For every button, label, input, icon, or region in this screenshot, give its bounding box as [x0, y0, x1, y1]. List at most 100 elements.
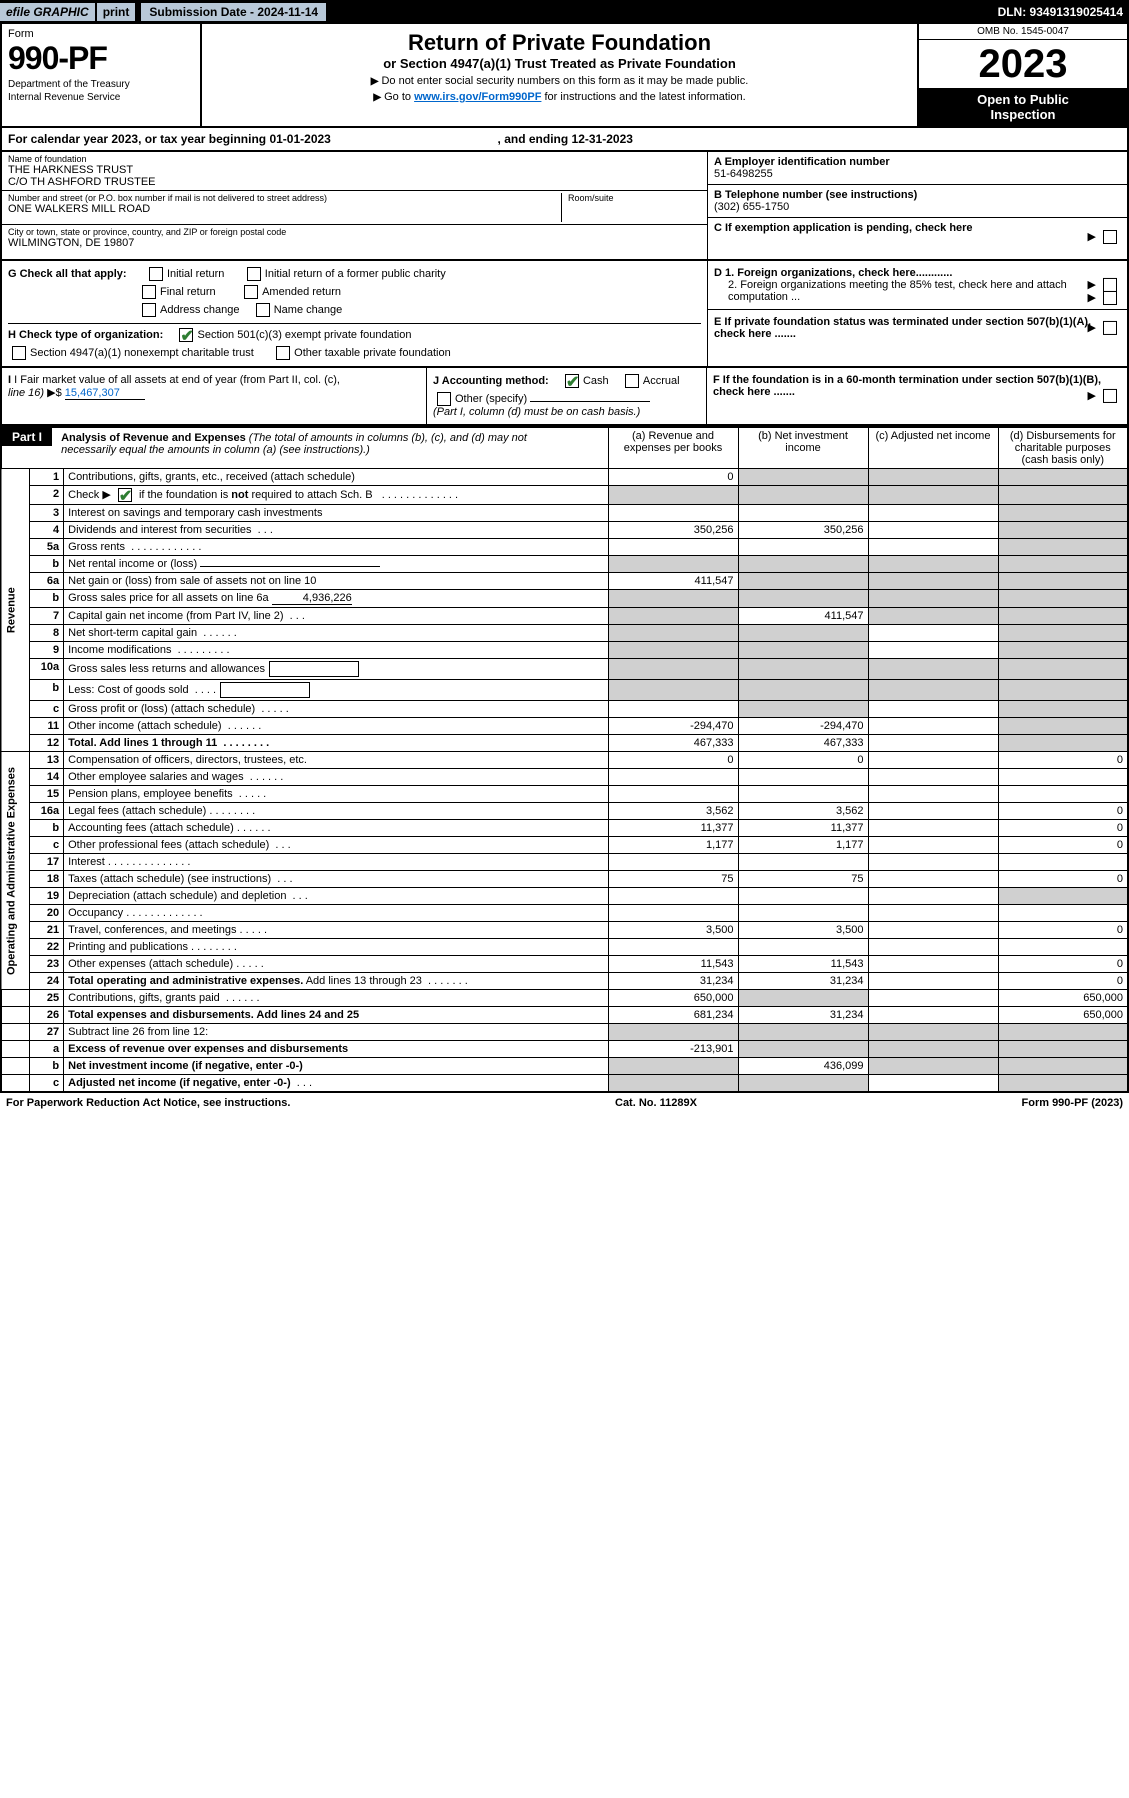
- arrow-icon: ▶: [373, 92, 381, 103]
- street-address: ONE WALKERS MILL ROAD: [8, 203, 561, 215]
- efile-label: efile GRAPHIC: [0, 3, 95, 21]
- tax-year: 2023: [919, 40, 1127, 88]
- row-4-desc: Dividends and interest from securities .…: [64, 522, 608, 539]
- arrow-icon: ▶: [371, 76, 379, 87]
- fmv-label: I Fair market value of all assets at end…: [14, 374, 340, 386]
- row-1-desc: Contributions, gifts, grants, etc., rece…: [64, 469, 608, 486]
- name-label: Name of foundation: [8, 154, 701, 164]
- row-24-desc: Total operating and administrative expen…: [64, 973, 608, 990]
- row-16b-desc: Accounting fees (attach schedule) . . . …: [64, 820, 608, 837]
- d2-checkbox[interactable]: [1103, 291, 1117, 305]
- cash-checkbox[interactable]: [565, 374, 579, 388]
- row-27a-desc: Excess of revenue over expenses and disb…: [64, 1041, 608, 1058]
- row-26-b: 31,234: [738, 1007, 868, 1024]
- row-16b-d: 0: [998, 820, 1128, 837]
- submission-date: Submission Date - 2024-11-14: [141, 3, 326, 21]
- top-bar: efile GRAPHIC print Submission Date - 20…: [0, 0, 1129, 24]
- final-return-checkbox[interactable]: [142, 285, 156, 299]
- name-change-checkbox[interactable]: [256, 303, 270, 317]
- city-label: City or town, state or province, country…: [8, 227, 701, 237]
- 501c3-checkbox[interactable]: [179, 328, 193, 342]
- row-27b-b: 436,099: [738, 1058, 868, 1075]
- catalog-number: Cat. No. 11289X: [615, 1097, 697, 1109]
- form-word: Form: [8, 28, 194, 40]
- row-3-desc: Interest on savings and temporary cash i…: [64, 505, 608, 522]
- address-change-checkbox[interactable]: [142, 303, 156, 317]
- accrual-checkbox[interactable]: [625, 374, 639, 388]
- row-11-desc: Other income (attach schedule) . . . . .…: [64, 718, 608, 735]
- phone-label: B Telephone number (see instructions): [714, 189, 1121, 201]
- row-5b-desc: Net rental income or (loss): [64, 556, 608, 573]
- row-23-a: 11,543: [608, 956, 738, 973]
- initial-return-checkbox[interactable]: [149, 267, 163, 281]
- form-number-block: Form 990-PF Department of the Treasury I…: [2, 24, 202, 126]
- 4947-checkbox[interactable]: [12, 346, 26, 360]
- row-27a-a: -213,901: [608, 1041, 738, 1058]
- row-16a-a: 3,562: [608, 803, 738, 820]
- other-taxable-checkbox[interactable]: [276, 346, 290, 360]
- row-16a-b: 3,562: [738, 803, 868, 820]
- e-checkbox[interactable]: [1103, 321, 1117, 335]
- row-18-b: 75: [738, 871, 868, 888]
- city-state-zip: WILMINGTON, DE 19807: [8, 237, 701, 249]
- ein-label: A Employer identification number: [714, 156, 1121, 168]
- note-goto-pre: Go to: [384, 91, 414, 103]
- row-18-d: 0: [998, 871, 1128, 888]
- row-13-d: 0: [998, 752, 1128, 769]
- row-12-b: 467,333: [738, 735, 868, 752]
- row-1-a: 0: [608, 469, 738, 486]
- col-d-header: (d) Disbursements for charitable purpose…: [998, 427, 1128, 469]
- dln: DLN: 93491319025414: [998, 5, 1129, 19]
- row-26-desc: Total expenses and disbursements. Add li…: [64, 1007, 608, 1024]
- year-block: OMB No. 1545-0047 2023 Open to Public In…: [917, 24, 1127, 126]
- schB-checkbox[interactable]: [118, 488, 132, 502]
- col-c-header: (c) Adjusted net income: [868, 427, 998, 469]
- row-4-b: 350,256: [738, 522, 868, 539]
- row-18-desc: Taxes (attach schedule) (see instruction…: [64, 871, 608, 888]
- row-16c-d: 0: [998, 837, 1128, 854]
- tax-year-begin: 01-01-2023: [269, 132, 330, 146]
- irs-link[interactable]: www.irs.gov/Form990PF: [414, 91, 541, 103]
- entity-block: Name of foundation THE HARKNESS TRUST C/…: [0, 152, 1129, 261]
- row-7-b: 411,547: [738, 608, 868, 625]
- title-block: Return of Private Foundation or Section …: [202, 24, 917, 126]
- other-method-checkbox[interactable]: [437, 392, 451, 406]
- street-label: Number and street (or P.O. box number if…: [8, 193, 561, 203]
- row-21-a: 3,500: [608, 922, 738, 939]
- row-19-desc: Depreciation (attach schedule) and deple…: [64, 888, 608, 905]
- initial-former-checkbox[interactable]: [247, 267, 261, 281]
- col-b-header: (b) Net investment income: [738, 427, 868, 469]
- fmv-value[interactable]: 15,467,307: [65, 387, 145, 400]
- f-checkbox[interactable]: [1103, 389, 1117, 403]
- row-25-desc: Contributions, gifts, grants paid . . . …: [64, 990, 608, 1007]
- row-20-desc: Occupancy . . . . . . . . . . . . .: [64, 905, 608, 922]
- form-number: 990-PF: [8, 40, 194, 77]
- pra-notice: For Paperwork Reduction Act Notice, see …: [6, 1097, 290, 1109]
- dept-irs: Internal Revenue Service: [8, 92, 194, 103]
- row-24-d: 0: [998, 973, 1128, 990]
- ein-value: 51-6498255: [714, 168, 1121, 180]
- print-button[interactable]: print: [97, 3, 136, 21]
- row-6b-desc: Gross sales price for all assets on line…: [64, 590, 608, 608]
- calendar-year-row: For calendar year 2023, or tax year begi…: [0, 128, 1129, 152]
- row-8-desc: Net short-term capital gain . . . . . .: [64, 625, 608, 642]
- row-4-a: 350,256: [608, 522, 738, 539]
- part1-label: Part I: [2, 428, 52, 446]
- row-6a-a: 411,547: [608, 573, 738, 590]
- form-header: Form 990-PF Department of the Treasury I…: [0, 24, 1129, 128]
- row-12-a: 467,333: [608, 735, 738, 752]
- col-a-header: (a) Revenue and expenses per books: [608, 427, 738, 469]
- row-16a-desc: Legal fees (attach schedule) . . . . . .…: [64, 803, 608, 820]
- row-24-a: 31,234: [608, 973, 738, 990]
- d1-label: D 1. Foreign organizations, check here..…: [714, 267, 952, 279]
- row-18-a: 75: [608, 871, 738, 888]
- e-label: E If private foundation status was termi…: [714, 316, 1091, 340]
- part1-table: Part I Analysis of Revenue and Expenses …: [0, 426, 1129, 1093]
- row-13-b: 0: [738, 752, 868, 769]
- revenue-label: Revenue: [1, 469, 30, 752]
- d2-label: 2. Foreign organizations meeting the 85%…: [728, 279, 1067, 303]
- amended-return-checkbox[interactable]: [244, 285, 258, 299]
- exemption-checkbox[interactable]: [1103, 230, 1117, 244]
- row-5a-desc: Gross rents . . . . . . . . . . . .: [64, 539, 608, 556]
- f-label: F If the foundation is in a 60-month ter…: [713, 374, 1101, 398]
